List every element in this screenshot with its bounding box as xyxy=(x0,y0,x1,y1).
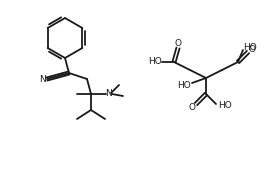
Text: O: O xyxy=(248,45,256,54)
Text: O: O xyxy=(174,39,182,47)
Text: HO: HO xyxy=(177,81,191,89)
Text: O: O xyxy=(189,102,195,111)
Text: N: N xyxy=(106,89,112,98)
Text: N: N xyxy=(40,75,46,85)
Text: HO: HO xyxy=(148,58,162,66)
Text: HO: HO xyxy=(218,102,232,110)
Text: HO: HO xyxy=(243,43,257,52)
